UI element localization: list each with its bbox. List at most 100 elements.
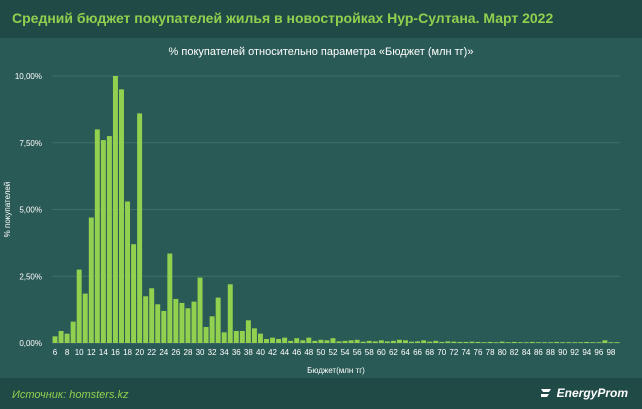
x-tick-label: 98 bbox=[606, 348, 615, 357]
bar bbox=[161, 310, 167, 343]
bar bbox=[590, 342, 596, 343]
bar bbox=[58, 330, 64, 343]
bar bbox=[517, 342, 523, 343]
footer bbox=[0, 378, 642, 409]
x-tick-label: 40 bbox=[256, 348, 265, 357]
x-tick-label: 96 bbox=[594, 348, 603, 357]
bar bbox=[451, 341, 457, 343]
bar bbox=[433, 340, 439, 343]
bar bbox=[566, 342, 572, 343]
bar bbox=[294, 338, 300, 343]
bar bbox=[487, 341, 493, 343]
bar bbox=[511, 341, 517, 343]
bar bbox=[100, 140, 106, 343]
x-tick-label: 10 bbox=[75, 348, 84, 357]
bar bbox=[439, 341, 445, 343]
x-tick-label: 94 bbox=[582, 348, 591, 357]
x-tick-label: 48 bbox=[304, 348, 313, 357]
bar bbox=[390, 340, 396, 343]
source-text: Источник: homsters.kz bbox=[12, 389, 129, 401]
x-tick-label: 56 bbox=[353, 348, 362, 357]
x-tick-label: 36 bbox=[232, 348, 241, 357]
bar bbox=[608, 342, 614, 343]
bar bbox=[330, 338, 336, 343]
bar bbox=[499, 341, 505, 343]
bar bbox=[94, 129, 100, 343]
bar bbox=[209, 316, 215, 343]
logo-text: EnergyProm bbox=[556, 386, 628, 400]
bar bbox=[76, 269, 82, 343]
bar bbox=[475, 341, 481, 343]
bar bbox=[70, 321, 76, 343]
x-tick-label: 72 bbox=[449, 348, 458, 357]
bar bbox=[596, 342, 602, 343]
x-tick-label: 18 bbox=[123, 348, 132, 357]
x-tick-label: 30 bbox=[196, 348, 205, 357]
bar bbox=[578, 342, 584, 343]
bar bbox=[384, 341, 390, 343]
x-tick-label: 68 bbox=[425, 348, 434, 357]
x-tick-label: 54 bbox=[341, 348, 350, 357]
bar bbox=[251, 328, 257, 343]
bar bbox=[125, 201, 130, 343]
bar bbox=[197, 277, 203, 343]
bar bbox=[318, 339, 324, 343]
bar bbox=[505, 342, 511, 343]
x-axis-label: Бюджет(млн тг) bbox=[307, 366, 365, 375]
bars bbox=[52, 76, 620, 343]
x-tick-label: 28 bbox=[184, 348, 193, 357]
bar bbox=[535, 342, 541, 343]
bar bbox=[227, 284, 233, 343]
bar bbox=[112, 76, 118, 343]
x-tick-label: 86 bbox=[534, 348, 543, 357]
bar bbox=[342, 340, 348, 343]
bar bbox=[185, 308, 191, 343]
bar bbox=[336, 341, 342, 343]
bar bbox=[457, 341, 463, 343]
bar bbox=[300, 340, 306, 343]
x-tick-label: 16 bbox=[111, 348, 120, 357]
x-tick-label: 66 bbox=[413, 348, 422, 357]
bar bbox=[264, 339, 269, 343]
x-tick-label: 58 bbox=[365, 348, 374, 357]
bar bbox=[288, 340, 294, 343]
bar bbox=[191, 301, 197, 343]
y-tick-label: 2,50% bbox=[19, 272, 42, 281]
bar bbox=[554, 341, 560, 343]
bar bbox=[427, 341, 433, 343]
x-tick-label: 62 bbox=[389, 348, 398, 357]
bar bbox=[203, 326, 209, 343]
bar bbox=[173, 298, 179, 343]
bar bbox=[64, 333, 70, 343]
bar bbox=[541, 342, 547, 343]
bar bbox=[282, 337, 288, 343]
y-tick-label: 10,00% bbox=[15, 72, 42, 81]
bar bbox=[378, 340, 384, 343]
bar bbox=[257, 333, 263, 343]
bar bbox=[445, 341, 451, 343]
bar bbox=[493, 342, 499, 343]
x-tick-label: 90 bbox=[558, 348, 567, 357]
bar bbox=[372, 341, 378, 343]
bar bbox=[270, 337, 276, 343]
x-tick-label: 78 bbox=[486, 348, 495, 357]
bar bbox=[106, 136, 112, 343]
x-tick-label: 76 bbox=[474, 348, 483, 357]
x-tick-label: 80 bbox=[498, 348, 507, 357]
x-tick-label: 84 bbox=[522, 348, 531, 357]
chart-title: % покупателей относительно параметра «Бю… bbox=[168, 46, 474, 58]
bar bbox=[421, 340, 427, 343]
bar bbox=[354, 339, 360, 343]
bar bbox=[119, 89, 124, 343]
bar bbox=[360, 341, 366, 343]
x-tick-label: 64 bbox=[401, 348, 410, 357]
bar bbox=[221, 332, 227, 343]
bar bbox=[179, 302, 185, 343]
x-tick-labels: 6 8 10 12 14 16 18 20 22 24 26 28 30 32 34 36 38 40 42 44 46… bbox=[53, 348, 616, 357]
x-tick-label: 46 bbox=[292, 348, 301, 357]
x-tick-label: 38 bbox=[244, 348, 253, 357]
x-tick-label: 22 bbox=[147, 348, 156, 357]
x-tick-label: 8 bbox=[65, 348, 70, 357]
bar bbox=[366, 340, 372, 343]
bar bbox=[348, 340, 354, 343]
